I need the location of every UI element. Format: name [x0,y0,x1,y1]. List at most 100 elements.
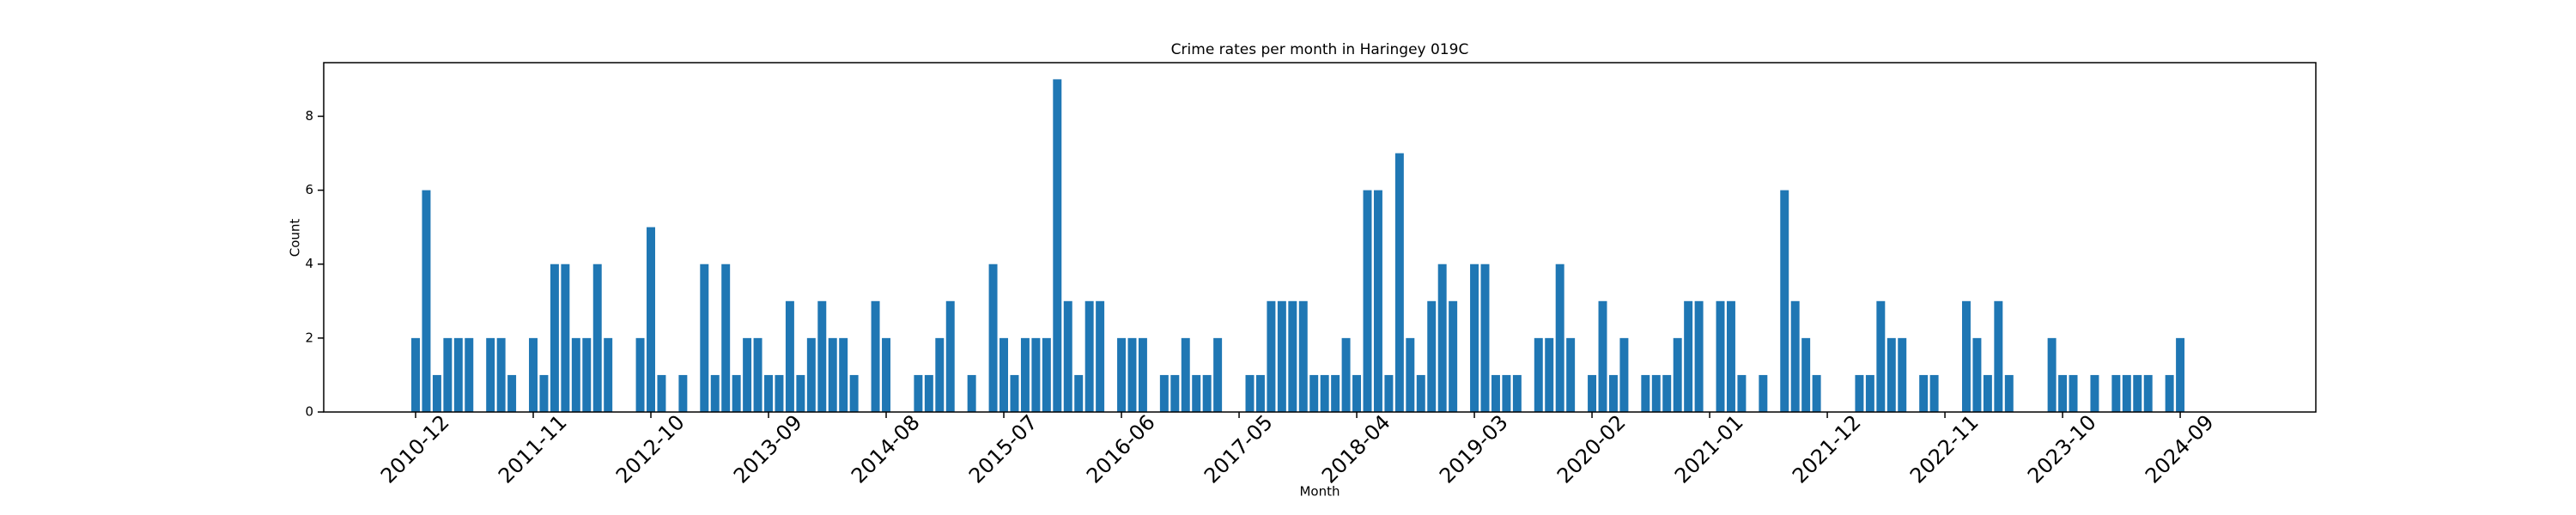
bar [700,264,709,412]
bar [796,374,805,412]
plot-frame [323,62,2317,413]
x-tick-label: 2018-04 [1317,410,1395,488]
bar [453,337,463,412]
bar [2004,374,2014,412]
bar [1502,374,1511,412]
bar [1159,374,1169,412]
bar [1181,337,1190,412]
bar [839,337,848,412]
bar [849,374,859,412]
bar [1855,374,1864,412]
bar [1084,300,1094,412]
bar [1673,337,1682,412]
bar [764,374,773,412]
bar [1298,300,1308,412]
bar [1801,337,1811,412]
x-tick-label: 2013-09 [729,410,807,488]
x-tick-label: 2016-06 [1082,410,1160,488]
bar [582,337,592,412]
bar [1277,300,1286,412]
bar [1491,374,1500,412]
y-tick-label: 8 [305,108,313,124]
bar [1384,374,1394,412]
bar [647,227,655,412]
bar [2122,374,2131,412]
bar [592,264,602,412]
bar [550,264,559,412]
bar [1641,374,1650,412]
bar [1566,337,1576,412]
bar [1042,337,1051,412]
bar [775,374,784,412]
x-tick-label: 2014-08 [847,410,925,488]
bar [1320,374,1329,412]
bar [945,300,955,412]
bar [1534,337,1543,412]
bar [1352,374,1362,412]
bar [1994,300,2003,412]
bar [1608,374,1618,412]
bar [1726,300,1735,412]
bar [1427,300,1437,412]
bar [1929,374,1939,412]
x-tick-label: 2011-11 [494,410,572,488]
bar [432,374,441,412]
bar [1267,300,1276,412]
bar [1245,374,1255,412]
bar [1063,300,1072,412]
x-tick-label: 2021-01 [1670,410,1748,488]
bar [999,337,1009,412]
bar [657,374,666,412]
x-tick-label: 2010-12 [376,410,454,488]
y-tick-label: 0 [305,404,313,420]
bar [732,374,741,412]
bar [2143,374,2153,412]
chart-title: Crime rates per month in Haringey 019C [1171,41,1469,58]
bar [2133,374,2142,412]
bar [988,264,998,412]
y-axis-label: Count [288,219,303,258]
bar [604,337,613,412]
bar [1865,374,1874,412]
bar [1192,374,1201,412]
bar [1406,337,1415,412]
bar [2069,374,2078,412]
bar [1662,374,1672,412]
bar [1096,300,1105,412]
bar [1512,374,1522,412]
y-tick-label: 6 [305,182,313,197]
x-tick-label: 2019-03 [1435,410,1513,488]
bar [2111,374,2121,412]
bar [1684,300,1693,412]
bar [1394,153,1404,412]
bar [1972,337,1982,412]
bar [2165,374,2174,412]
bar [1737,374,1747,412]
y-tick-label: 4 [305,256,313,271]
bar [1138,337,1147,412]
bar [1619,337,1629,412]
bar [1341,337,1351,412]
bar [882,337,891,412]
bar [1651,374,1661,412]
bar [1470,264,1479,412]
bar [1127,337,1137,412]
bar [1416,374,1425,412]
bar [1309,374,1319,412]
bar [1074,374,1084,412]
bar [828,337,837,412]
bar [1598,300,1607,412]
bar [1545,337,1554,412]
bar [753,337,762,412]
bar [1555,264,1564,412]
bar [529,337,538,412]
bar [710,374,720,412]
x-tick-label: 2021-12 [1788,410,1866,488]
bar [1331,374,1340,412]
bar [486,337,495,412]
bar [806,337,816,412]
bar [1588,374,1597,412]
bar [967,374,976,412]
bar [914,374,923,412]
